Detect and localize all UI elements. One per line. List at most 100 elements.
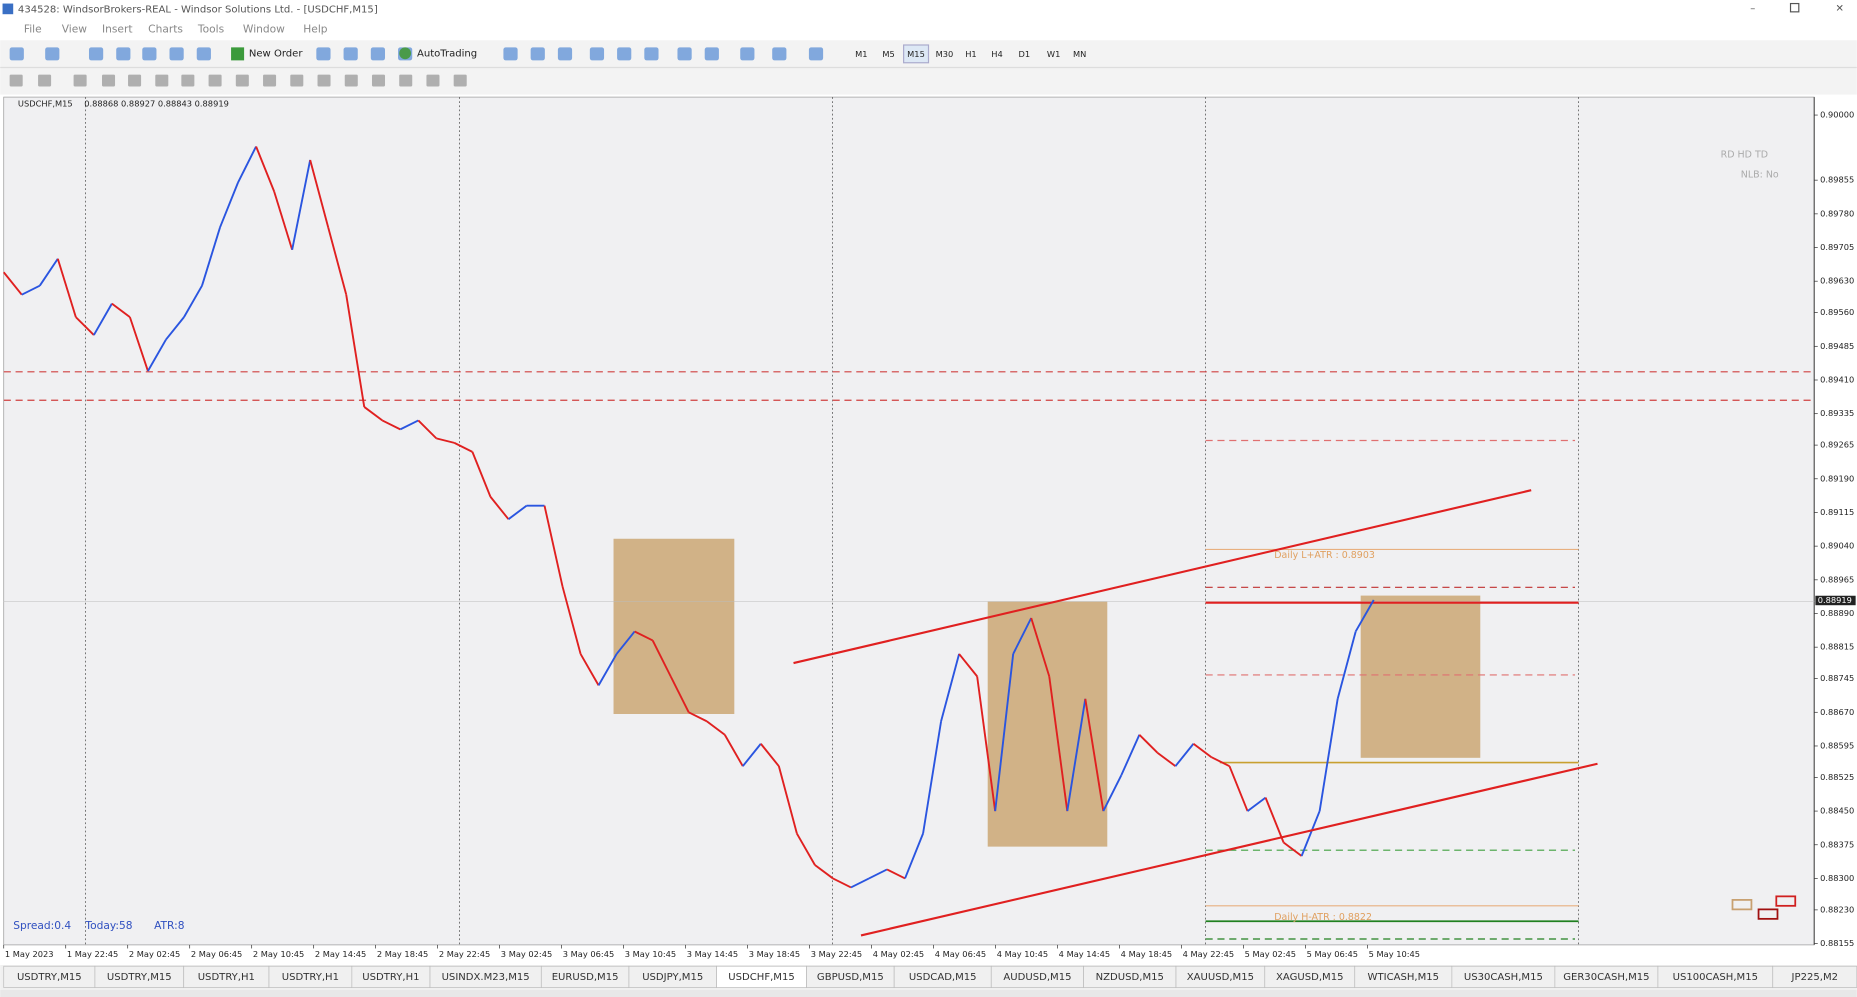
toolbar-icon[interactable] <box>772 47 787 61</box>
autotrading-button[interactable]: AutoTrading <box>417 48 477 59</box>
toolbar-icon[interactable] <box>617 47 632 61</box>
tool-icon[interactable] <box>317 74 331 87</box>
tab-label[interactable]: GER30CASH,M15 <box>1563 972 1649 983</box>
timeframe-button[interactable]: H4 <box>991 49 1002 59</box>
toolbar-icon[interactable] <box>644 47 659 61</box>
minimize[interactable]: – <box>1750 3 1755 14</box>
x-tick-label: 2 May 02:45 <box>129 949 180 959</box>
y-tick-label: 0.88595 <box>1820 740 1854 750</box>
menu-item[interactable]: Window <box>243 23 285 36</box>
tab-label[interactable]: XAGUSD,M15 <box>1276 972 1343 983</box>
tool-icon[interactable] <box>155 74 169 87</box>
toolbar-icon[interactable] <box>116 47 131 61</box>
tool-icon[interactable] <box>73 74 87 87</box>
menu-item[interactable]: Tools <box>197 23 225 36</box>
chart-symbol: USDCHF,M15 <box>18 99 73 109</box>
tool-icon[interactable] <box>263 74 277 87</box>
price-segment <box>760 743 780 767</box>
timeframe-button[interactable]: MN <box>1073 49 1086 59</box>
toolbar-icon[interactable] <box>557 47 573 61</box>
price-segment <box>1300 810 1321 857</box>
tool-icon[interactable] <box>235 74 249 87</box>
tool-icon[interactable] <box>371 74 386 87</box>
x-tick-label: 5 May 10:45 <box>1369 949 1420 959</box>
tab-label[interactable]: USDTRY,H1 <box>198 972 255 983</box>
price-segment <box>742 743 762 767</box>
tab-label[interactable]: USDCAD,M15 <box>909 972 977 983</box>
maximize[interactable] <box>1789 2 1800 13</box>
toolbar-icon[interactable] <box>9 47 24 61</box>
price-segment <box>904 833 924 879</box>
price-segment <box>21 284 41 296</box>
tab-label[interactable]: GBPUSD,M15 <box>817 972 884 983</box>
timeframe-button[interactable]: D1 <box>1018 49 1030 59</box>
tab-label[interactable]: USDCHF,M15 <box>728 972 794 983</box>
tool-icon[interactable] <box>38 74 52 87</box>
menu-item[interactable]: Insert <box>102 23 133 36</box>
y-tick-label: 0.88375 <box>1820 839 1854 849</box>
toolbar-icon[interactable] <box>589 47 605 61</box>
tab-label[interactable]: USDTRY,H1 <box>282 972 339 983</box>
tab-label[interactable]: JP225,M2 <box>1791 972 1838 983</box>
tool-icon[interactable] <box>344 74 358 87</box>
tab-label[interactable]: USDTRY,M15 <box>107 972 172 983</box>
toolbar-icon[interactable] <box>196 47 211 61</box>
toolbar-icon[interactable] <box>808 47 824 61</box>
tab-label[interactable]: US100CASH,M15 <box>1673 972 1758 983</box>
toolbar-icon[interactable] <box>343 47 358 61</box>
price-segment <box>327 227 348 295</box>
tab-label[interactable]: XAUUSD,M15 <box>1187 972 1254 983</box>
menu-item[interactable]: Charts <box>148 23 183 36</box>
toolbar-icon[interactable] <box>88 47 104 61</box>
price-segment <box>38 258 59 287</box>
toolbar-icon[interactable] <box>530 47 545 61</box>
toolbar-icon[interactable] <box>740 47 755 61</box>
timeframe-button[interactable]: W1 <box>1047 49 1060 59</box>
tab-label[interactable]: US30CASH,M15 <box>1464 972 1543 983</box>
toolbar-icon[interactable] <box>142 47 157 61</box>
toolbar-icon[interactable] <box>503 47 518 61</box>
atr-lower-label: Daily H-ATR : 0.8822 <box>1274 912 1372 923</box>
menu-item[interactable]: File <box>24 23 42 36</box>
toolbar-icon[interactable] <box>316 47 331 61</box>
timeframe-button[interactable]: M5 <box>882 49 894 59</box>
menu-item[interactable]: View <box>62 23 88 36</box>
tab-label[interactable]: USDTRY,H1 <box>362 972 419 983</box>
x-tick-label: 5 May 06:45 <box>1307 949 1358 959</box>
toolbar-icon[interactable] <box>370 47 386 61</box>
price-segment <box>579 653 600 686</box>
tool-icon[interactable] <box>399 74 413 87</box>
tab-label[interactable]: USDJPY,M15 <box>642 972 703 983</box>
menu-item[interactable]: Help <box>303 23 328 36</box>
timeframe-button[interactable]: H1 <box>965 49 976 59</box>
tab-label[interactable]: USDTRY,M15 <box>17 972 82 983</box>
toolbar-icon[interactable] <box>704 47 719 61</box>
tab-label[interactable]: NZDUSD,M15 <box>1096 972 1164 983</box>
price-segment <box>886 868 906 880</box>
price-segment <box>363 406 383 422</box>
price-segment <box>399 419 419 431</box>
tool-icon[interactable] <box>9 74 23 87</box>
tool-icon[interactable] <box>208 74 222 87</box>
toolbar-icon[interactable] <box>169 47 184 61</box>
tool-icon[interactable] <box>290 74 304 87</box>
tab-label[interactable]: WTICASH,M15 <box>1368 972 1440 983</box>
timeframe-button[interactable]: M15 <box>907 49 925 59</box>
new-order-icon[interactable] <box>231 47 245 61</box>
timeframe-button[interactable]: M30 <box>936 49 954 59</box>
zone-box <box>613 538 735 715</box>
tool-icon[interactable] <box>453 74 467 87</box>
tab-label[interactable]: AUDUSD,M15 <box>1003 972 1071 983</box>
tool-icon[interactable] <box>181 74 195 87</box>
tab-label[interactable]: EURUSD,M15 <box>552 972 619 983</box>
timeframe-button[interactable]: M1 <box>855 49 867 59</box>
toolbar-icon[interactable] <box>45 47 60 61</box>
new-order-button[interactable]: New Order <box>249 48 304 59</box>
tool-icon[interactable] <box>128 74 142 87</box>
close[interactable]: ✕ <box>1836 3 1844 14</box>
tab-label[interactable]: USINDX.M23,M15 <box>442 972 530 983</box>
tool-icon[interactable] <box>426 74 440 87</box>
tool-icon[interactable] <box>102 74 116 87</box>
toolbar-icon[interactable] <box>677 47 692 61</box>
autotrading-icon[interactable] <box>399 47 412 60</box>
